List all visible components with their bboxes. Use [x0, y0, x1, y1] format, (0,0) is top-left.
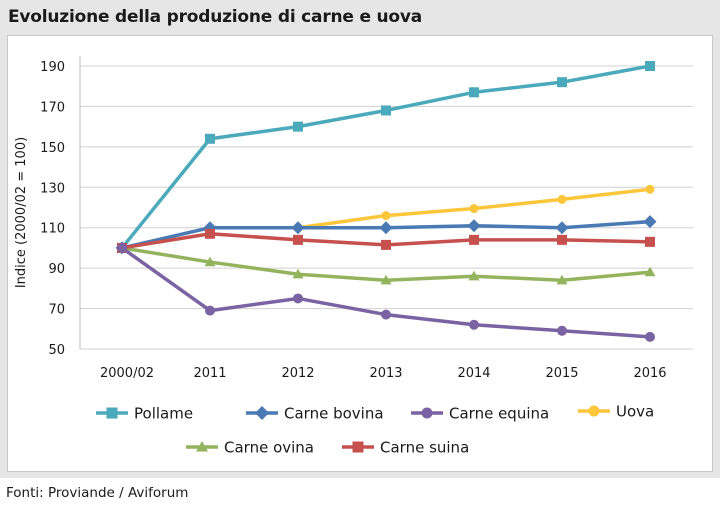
- x-tick-label: 2013: [369, 366, 402, 381]
- legend-marker: [196, 441, 208, 452]
- data-point: [645, 184, 655, 194]
- data-point: [467, 219, 481, 233]
- x-tick-label: 2000/02: [100, 366, 154, 381]
- data-point: [469, 204, 479, 214]
- data-point: [117, 242, 127, 253]
- data-point: [643, 215, 657, 229]
- data-point: [381, 239, 391, 250]
- legend-marker: [352, 441, 364, 453]
- x-tick-label: 2015: [545, 366, 578, 381]
- plot-panel: [7, 35, 713, 472]
- legend-item: Carne ovina: [186, 439, 314, 457]
- y-tick-label: 130: [40, 181, 65, 196]
- data-point: [469, 319, 479, 330]
- x-tick-label: 2014: [457, 366, 490, 381]
- y-tick-label: 90: [48, 262, 65, 277]
- line-chart: 50 70 90 110 130 150 170 190 2000/02 2011 2012 2013…: [14, 56, 693, 457]
- y-tick-label: 170: [40, 100, 65, 115]
- data-point: [292, 268, 304, 279]
- y-tick-label: 190: [40, 60, 65, 75]
- legend-item: Carne suina: [342, 439, 469, 457]
- data-point: [381, 309, 391, 320]
- legend-label: Carne equina: [449, 405, 549, 423]
- source-note: Fonti: Proviande / Aviforum: [6, 485, 189, 501]
- data-point: [557, 194, 567, 204]
- data-point: [381, 105, 391, 116]
- data-point: [381, 211, 391, 221]
- data-point: [645, 236, 655, 247]
- data-point: [291, 221, 305, 235]
- y-tick-label: 150: [40, 141, 65, 156]
- data-point: [469, 234, 479, 245]
- data-point: [555, 221, 569, 235]
- x-tick-label: 2016: [633, 366, 666, 381]
- data-point: [557, 234, 567, 245]
- series-carne-bovina: [115, 215, 657, 255]
- data-point: [205, 133, 215, 144]
- legend-marker: [588, 405, 600, 417]
- legend-label: Carne ovina: [224, 439, 314, 457]
- data-point: [645, 331, 655, 342]
- series-line: [120, 64, 651, 250]
- legend-label: Pollame: [134, 405, 193, 423]
- y-tick-label: 110: [40, 222, 65, 237]
- y-axis-label: Indice (2000/02 = 100): [14, 137, 29, 288]
- x-tick-label: 2012: [281, 366, 314, 381]
- legend-item: Pollame: [96, 405, 193, 423]
- data-point: [293, 121, 303, 132]
- data-point: [204, 256, 216, 267]
- x-tick-labels: 2000/02 2011 2012 2013 2014 2015 2016: [100, 366, 667, 381]
- legend: Pollame Carne bovina Carne equina Uova Carne…: [96, 403, 654, 457]
- data-point: [644, 266, 656, 277]
- data-point: [557, 325, 567, 336]
- y-gridlines: 50 70 90 110 130 150 170 190: [40, 60, 693, 358]
- data-point: [556, 274, 568, 285]
- chart-title: Evoluzione della produzione di carne e u…: [8, 7, 423, 27]
- legend-label: Carne bovina: [284, 405, 384, 423]
- data-point: [468, 270, 480, 281]
- legend-item: Carne equina: [411, 405, 549, 423]
- series-pollame: [117, 61, 655, 253]
- y-tick-label: 50: [48, 343, 65, 358]
- data-point: [380, 274, 392, 285]
- legend-item: Carne bovina: [246, 405, 384, 423]
- legend-marker: [255, 406, 269, 420]
- data-point: [293, 234, 303, 245]
- data-point: [293, 293, 303, 304]
- data-point: [557, 77, 567, 88]
- series-carne-equina: [117, 242, 655, 342]
- legend-label: Carne suina: [380, 439, 469, 457]
- legend-marker: [106, 407, 118, 419]
- x-tick-label: 2011: [193, 366, 226, 381]
- data-point: [645, 61, 655, 71]
- legend-label: Uova: [616, 403, 654, 421]
- data-point: [205, 305, 215, 316]
- y-tick-label: 70: [48, 303, 65, 318]
- legend-item: Uova: [578, 403, 654, 421]
- data-point: [469, 87, 479, 98]
- data-point: [205, 228, 215, 239]
- legend-marker: [421, 407, 433, 419]
- data-point: [379, 221, 393, 235]
